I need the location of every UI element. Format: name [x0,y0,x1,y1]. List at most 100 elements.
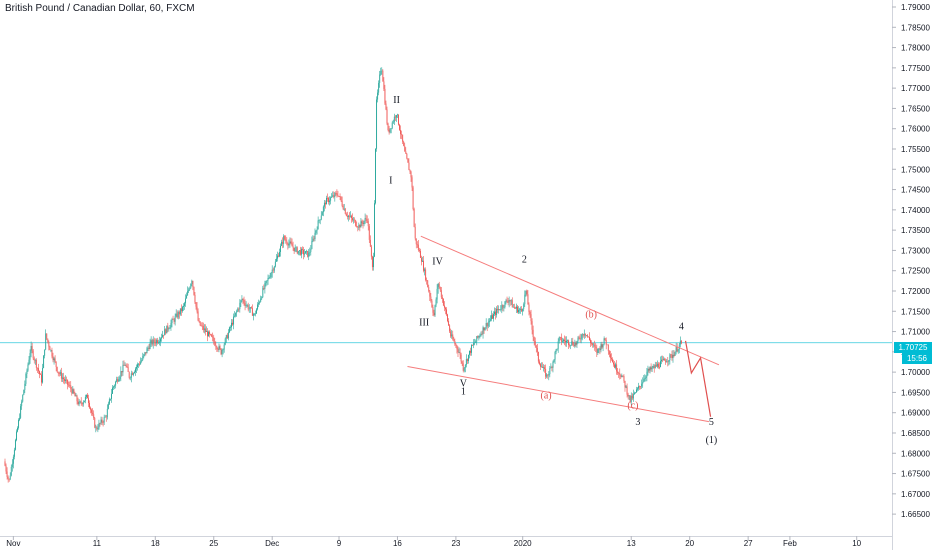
candle-body [178,312,180,315]
candle-body [662,359,664,361]
candle-body [280,245,281,252]
candle-body [327,197,328,199]
candle-body [476,336,478,342]
candle-body [121,371,123,373]
candle-body [641,383,643,387]
candle-body [572,341,574,345]
candle-body [674,352,676,356]
candle-body [185,298,187,304]
candle-body [644,378,646,380]
candle-body [145,352,147,354]
candle-body [40,374,41,375]
wave-label: (c) [627,401,638,412]
candle-body [236,311,238,313]
candle-body [610,357,612,360]
candle-body [366,219,368,222]
candle-body [252,314,254,316]
candle-body [557,341,559,349]
candle-body [160,338,161,342]
candle-body [375,148,376,204]
candle-body [603,338,605,345]
candle-body [507,301,509,303]
candle-body [446,309,447,315]
candle-body [385,103,387,110]
x-tick-label: 23 [451,539,460,548]
candle-body [351,215,352,219]
candle-body [14,440,16,450]
candle-body [573,344,575,347]
candle-body [457,349,459,353]
candle-body [141,359,143,362]
candle-body [120,371,122,377]
candle-body [645,376,647,379]
candle-body [392,121,394,123]
candle-body [326,197,327,205]
candle-body [371,256,373,268]
candle-body [286,240,288,244]
candle-body [169,327,171,329]
candle-body [344,208,346,214]
candle-body [502,305,504,308]
candle-body [394,116,396,118]
candle-body [34,359,36,361]
candle-body [612,359,613,363]
candle-body [50,350,52,351]
x-tick-label: 13 [627,539,636,548]
candle-body [628,395,630,397]
candle-body [405,151,407,154]
candle-body [441,297,443,299]
candle-body [462,363,464,371]
candle-body [453,339,455,342]
candle-body [528,304,530,313]
candle-body [670,354,672,355]
candle-body [655,364,657,367]
candle-body [65,379,66,381]
candle-body [377,92,379,100]
candle-body [226,335,228,339]
candle-body [497,308,499,311]
candle-body [500,309,502,310]
candle-body [133,371,135,374]
candle-body [215,345,217,347]
candle-body [649,367,651,371]
candle-body [469,350,470,355]
candle-body [189,288,191,290]
candle-body [548,374,550,376]
candle-body [322,206,324,213]
candle-body [191,280,193,285]
candle-body [408,162,410,171]
candle-body [568,340,570,345]
candle-body [491,315,493,319]
candle-body [647,368,649,372]
candle-body [419,250,421,258]
candle-body [251,308,253,316]
candle-body [196,306,198,312]
candle-body [132,373,134,375]
current-price-badge: 1.70725 [894,342,932,353]
candle-body [518,309,519,313]
candle-body [450,331,452,337]
candle-body [380,70,382,75]
candle-body [154,342,156,344]
candle-body [105,416,107,418]
candle-body [478,336,480,338]
candle-body [443,305,445,308]
candle-body [542,366,543,368]
candle-body [87,394,88,399]
candle-body [510,300,512,302]
candle-body [565,340,566,343]
candle-body [299,250,301,255]
candle-body [104,416,106,418]
candle-body [122,364,124,373]
candle-body [583,333,585,336]
candle-body [411,177,413,188]
candle-body [338,195,340,197]
candle-body [633,392,635,395]
candle-body [11,463,13,467]
candle-body [471,345,473,353]
candle-body [658,367,660,368]
candle-body [309,251,311,253]
candle-body [262,288,264,298]
wave-label: (a) [541,391,552,402]
